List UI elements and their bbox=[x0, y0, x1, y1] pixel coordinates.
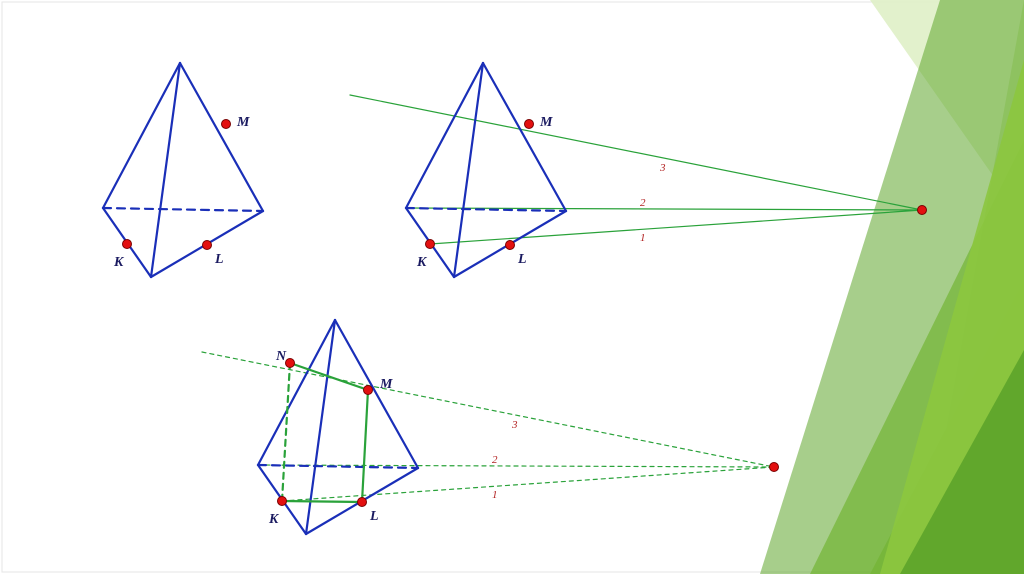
svg-text:M: M bbox=[379, 377, 393, 392]
svg-text:K: K bbox=[416, 255, 428, 270]
svg-text:M: M bbox=[236, 115, 250, 130]
svg-text:L: L bbox=[214, 252, 224, 267]
svg-text:K: K bbox=[113, 255, 125, 270]
svg-text:K: K bbox=[268, 512, 280, 527]
svg-text:M: M bbox=[539, 115, 553, 130]
slide-canvas: M K L M K L 1 2 3 N M K L 1 2 3 bbox=[0, 0, 1024, 574]
svg-text:1: 1 bbox=[640, 232, 646, 244]
svg-text:2: 2 bbox=[492, 454, 498, 466]
svg-text:L: L bbox=[369, 509, 379, 524]
svg-text:L: L bbox=[517, 252, 527, 267]
svg-text:3: 3 bbox=[659, 162, 666, 174]
svg-text:1: 1 bbox=[492, 489, 498, 501]
svg-text:2: 2 bbox=[640, 197, 646, 209]
svg-text:3: 3 bbox=[511, 419, 518, 431]
svg-text:N: N bbox=[275, 349, 287, 364]
